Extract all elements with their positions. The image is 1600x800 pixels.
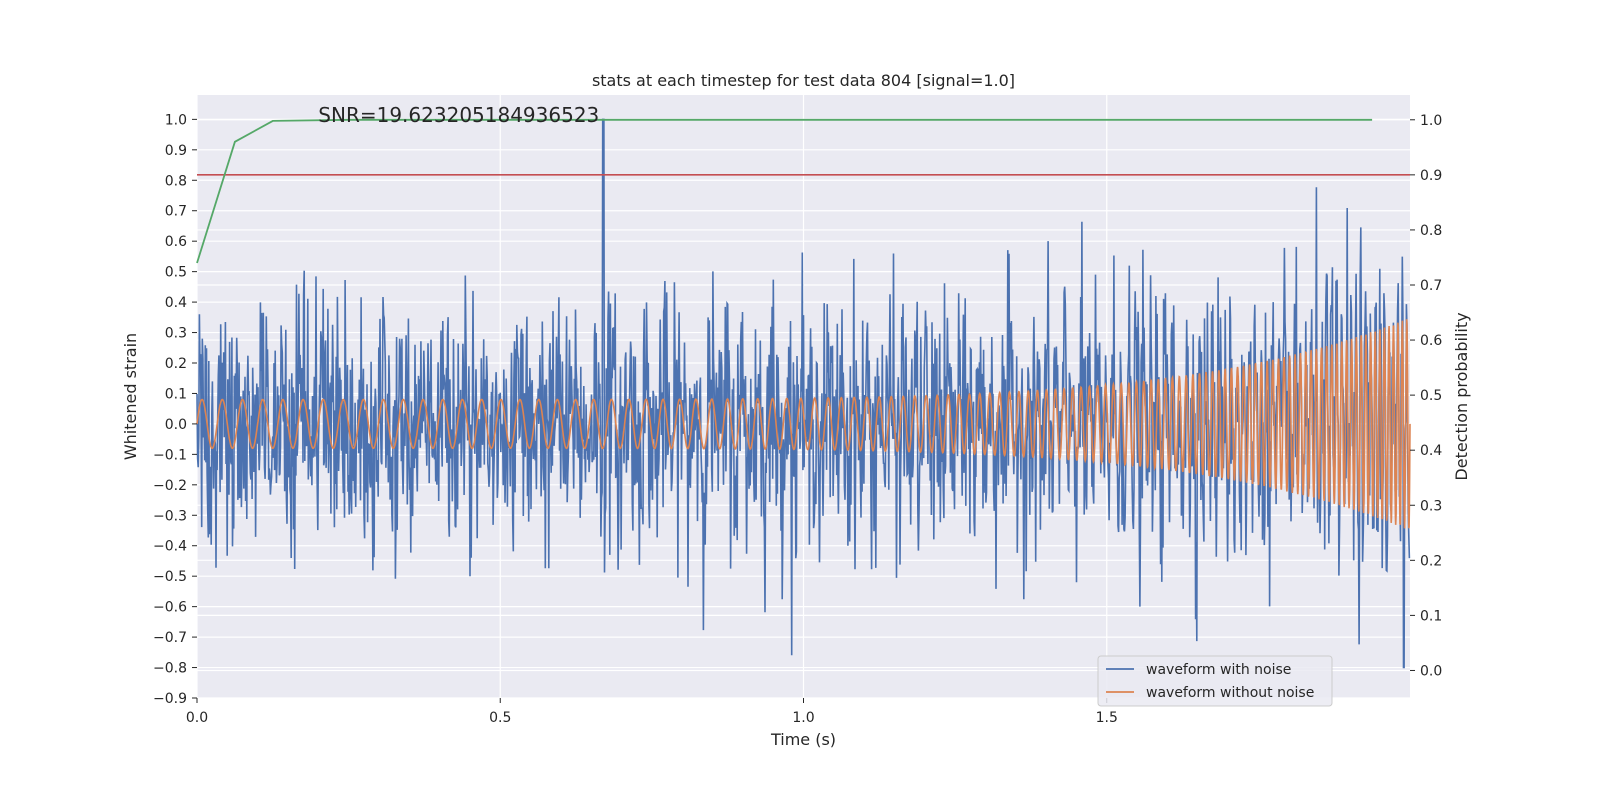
y-left-tick-label: 0.9 <box>165 143 187 159</box>
y-left-tick-label: 0.1 <box>165 386 187 402</box>
y-left-tick-label: −0.1 <box>153 447 187 463</box>
y-left-tick-label: −0.9 <box>153 691 187 707</box>
y-left-tick-label: 0.4 <box>165 295 187 311</box>
x-axis-label: Time (s) <box>770 730 836 749</box>
y-left-tick-label: 0.8 <box>165 173 187 189</box>
y-right-tick-label: 0.0 <box>1420 663 1442 679</box>
y-left-tick-label: −0.7 <box>153 630 187 646</box>
legend-label-waveform-without-noise: waveform without noise <box>1146 685 1314 701</box>
y-right-tick-label: 0.1 <box>1420 608 1442 624</box>
series-line-waveform-without-noise <box>196 319 1411 529</box>
legend-box <box>1097 655 1333 707</box>
x-tick-label: 1.5 <box>1096 710 1118 726</box>
x-axis-ticks: 0.0 0.5 1.0 1.5 <box>186 698 1118 726</box>
legend-label-waveform-with-noise: waveform with noise <box>1146 662 1291 678</box>
y-right-axis-ticks: 1.0 0.9 0.8 0.7 0.6 0.5 0.4 0.3 0.2 0.1 0.0 <box>1410 113 1442 679</box>
series-layer <box>196 118 1411 669</box>
y-axis-label-left: Whitened strain <box>121 333 140 460</box>
y-left-tick-label: 0.6 <box>165 234 187 250</box>
y-right-tick-label: 1.0 <box>1420 113 1442 129</box>
legend: waveform with noise waveform without noi… <box>1097 655 1333 707</box>
y-left-tick-label: −0.8 <box>153 661 187 677</box>
y-left-tick-label: 0.0 <box>165 417 187 433</box>
chart-title: stats at each timestep for test data 804… <box>592 71 1015 90</box>
y-left-axis-ticks: 1.0 0.9 0.8 0.7 0.6 0.5 0.4 0.3 0.2 0.1 0.0 −0.1 −0.… <box>153 112 197 707</box>
y-right-tick-label: 0.2 <box>1420 553 1442 569</box>
series-line-detection-probability <box>196 118 1373 264</box>
y-axis-label-right: Detection probability <box>1452 312 1471 480</box>
y-left-tick-label: 0.5 <box>165 265 187 281</box>
y-left-tick-label: −0.4 <box>153 539 187 555</box>
x-tick-label: 0.5 <box>489 710 511 726</box>
x-tick-label: 0.0 <box>186 710 208 726</box>
series-line-waveform-with-noise <box>196 118 1411 669</box>
y-left-tick-label: −0.2 <box>153 478 187 494</box>
y-left-tick-label: −0.5 <box>153 569 187 585</box>
y-right-tick-label: 0.5 <box>1420 388 1442 404</box>
y-right-tick-label: 0.6 <box>1420 333 1442 349</box>
y-right-tick-label: 0.9 <box>1420 168 1442 184</box>
y-left-tick-label: 0.2 <box>165 356 187 372</box>
y-left-tick-label: 1.0 <box>165 112 187 128</box>
y-left-tick-label: 0.7 <box>165 204 187 220</box>
y-right-tick-label: 0.3 <box>1420 498 1442 514</box>
snr-annotation: SNR=19.623205184936523 <box>318 103 599 127</box>
y-right-tick-label: 0.4 <box>1420 443 1442 459</box>
y-right-tick-label: 0.8 <box>1420 223 1442 239</box>
y-right-tick-label: 0.7 <box>1420 278 1442 294</box>
y-left-tick-label: −0.6 <box>153 600 187 616</box>
y-left-tick-label: −0.3 <box>153 508 187 524</box>
y-left-tick-label: 0.3 <box>165 326 187 342</box>
x-tick-label: 1.0 <box>792 710 814 726</box>
